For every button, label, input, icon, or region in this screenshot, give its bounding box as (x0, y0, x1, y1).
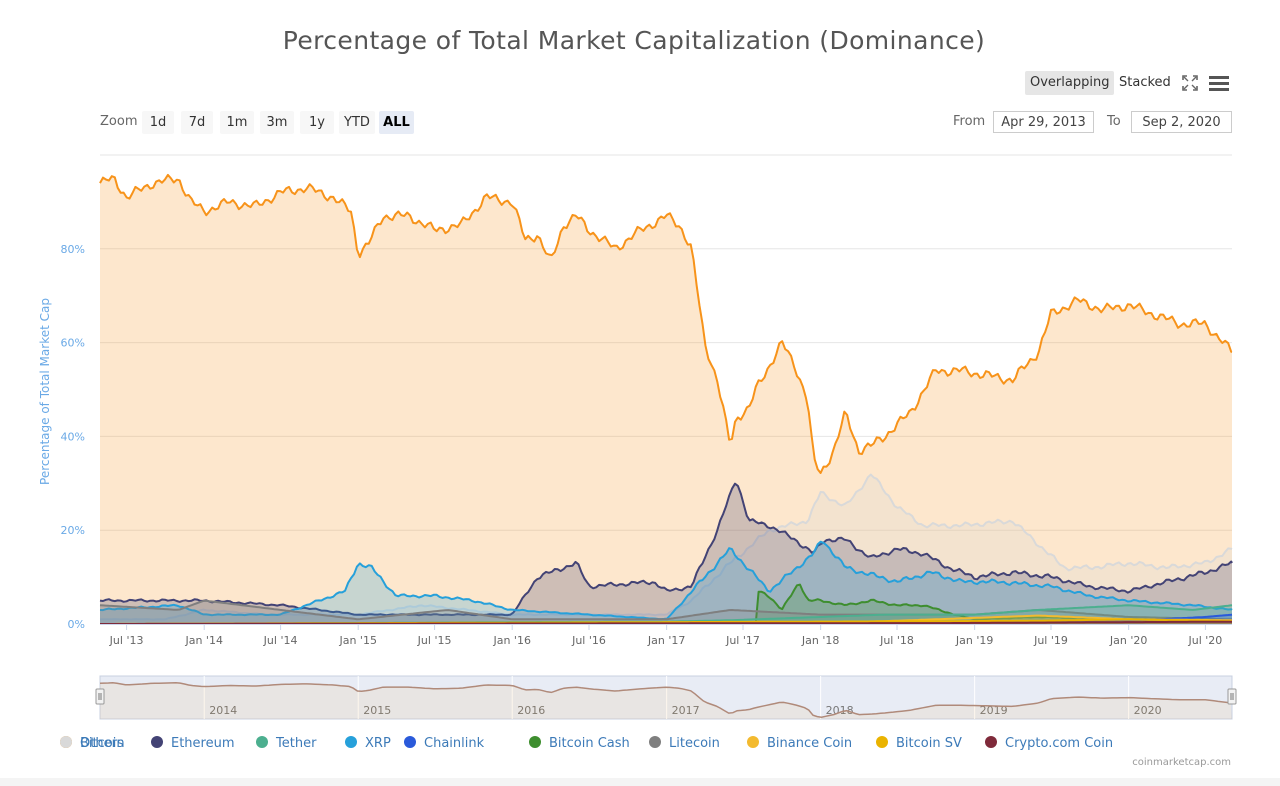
x-tick-label: Jan '16 (492, 634, 530, 647)
zoom-1m-button[interactable]: 1m (220, 111, 254, 134)
navigator-year-label: 2015 (363, 704, 391, 717)
navigator-year-label: 2017 (672, 704, 700, 717)
legend-item-chainlink[interactable]: Chainlink (404, 735, 484, 753)
y-tick-label: 80% (61, 243, 85, 256)
y-tick-label: 0% (68, 618, 85, 631)
legend-marker-icon (345, 736, 357, 748)
zoom-1y-button[interactable]: 1y (300, 111, 334, 134)
to-date-input[interactable]: Sep 2, 2020 (1131, 111, 1232, 133)
navigator-year-label: 2014 (209, 704, 237, 717)
navigator-line (99, 682, 1231, 718)
legend-marker-icon (60, 736, 72, 748)
x-tick-label: Jan '18 (801, 634, 839, 647)
y-tick-label: 40% (61, 430, 85, 443)
zoom-7d-button[interactable]: 7d (181, 111, 213, 134)
legend-label: Crypto.com Coin (1005, 736, 1114, 751)
legend-marker-icon (151, 736, 163, 748)
legend-item-binance-coin[interactable]: Binance Coin (747, 735, 852, 753)
x-tick-label: Jul '16 (571, 634, 606, 647)
legend-marker-icon (256, 736, 268, 748)
legend-label: Tether (276, 736, 317, 751)
x-tick-label: Jan '20 (1109, 634, 1147, 647)
legend-item-xrp[interactable]: XRP (345, 735, 391, 753)
legend-item-litecoin[interactable]: Litecoin (649, 735, 720, 753)
x-tick-label: Jul '20 (1188, 634, 1223, 647)
to-label: To (1107, 114, 1121, 129)
legend-marker-icon (649, 736, 661, 748)
legend-item-bitcoin-sv[interactable]: Bitcoin SV (876, 735, 962, 753)
series-line-others (99, 473, 1233, 621)
series-area-bitcoin (100, 174, 1232, 624)
legend-label: Bitcoin (80, 736, 125, 751)
legend-label: Chainlink (424, 736, 485, 751)
from-label: From (953, 114, 986, 129)
overlapping-button[interactable]: Overlapping (1025, 71, 1115, 95)
navigator-year-label: 2018 (826, 704, 854, 717)
legend-marker-icon (985, 736, 997, 748)
x-tick-label: Jan '17 (647, 634, 685, 647)
legend-label: Ethereum (171, 736, 235, 751)
series-line-bitcoin (99, 173, 1233, 474)
navigator-year-label: 2020 (1134, 704, 1162, 717)
legend-item-ethereum[interactable]: Ethereum (151, 735, 235, 753)
legend-item-others[interactable]: Others (60, 735, 124, 753)
navigator-year-label: 2016 (517, 704, 545, 717)
series-group (99, 173, 1233, 625)
x-tick-label: Jan '15 (338, 634, 376, 647)
navigator-handle-right[interactable] (1227, 688, 1237, 705)
chart-title: Percentage of Total Market Capitalizatio… (282, 26, 986, 55)
menu-icon[interactable] (1209, 74, 1229, 92)
legend-label: Litecoin (669, 736, 720, 751)
series-area-others (100, 474, 1232, 624)
from-date-input[interactable]: Apr 29, 2013 (993, 111, 1094, 133)
bottom-bar (0, 778, 1280, 786)
legend-marker-icon (747, 736, 759, 748)
zoom-label: Zoom (100, 114, 138, 129)
zoom-ytd-button[interactable]: YTD (339, 111, 375, 134)
x-tick-label: Jul '15 (417, 634, 452, 647)
navigator-year-label: 2019 (980, 704, 1008, 717)
legend-label: Bitcoin Cash (549, 736, 630, 751)
series-line-crypto-com-coin (100, 620, 1233, 625)
x-tick-label: Jul '13 (109, 634, 144, 647)
x-tick-label: Jul '17 (725, 634, 760, 647)
legend-marker-icon (404, 736, 416, 748)
legend-label: Binance Coin (767, 736, 853, 751)
x-tick-label: Jul '14 (263, 634, 298, 647)
y-tick-label: 60% (61, 337, 85, 350)
x-tick-label: Jul '18 (879, 634, 914, 647)
zoom-all-button[interactable]: ALL (379, 111, 414, 134)
legend-label: Bitcoin SV (896, 736, 962, 751)
series-line-ethereum (99, 482, 1233, 617)
legend-item-crypto-com-coin[interactable]: Crypto.com Coin (985, 735, 1113, 753)
navigator-area (100, 682, 1232, 719)
series-area-xrp (100, 541, 1232, 624)
legend-label: Others (80, 736, 124, 751)
navigator-handle-left[interactable] (95, 688, 105, 705)
zoom-3m-button[interactable]: 3m (260, 111, 294, 134)
stacked-button[interactable]: Stacked (1119, 75, 1171, 90)
x-tick-label: Jul '19 (1033, 634, 1068, 647)
legend-marker-icon (529, 736, 541, 748)
fullscreen-icon[interactable] (1181, 74, 1199, 92)
legend-item-tether[interactable]: Tether (256, 735, 316, 753)
credits-link[interactable]: coinmarketcap.com (1132, 757, 1231, 768)
legend-label: XRP (365, 736, 391, 751)
x-tick-label: Jan '19 (955, 634, 993, 647)
legend-marker-icon (876, 736, 888, 748)
y-tick-label: 20% (61, 524, 85, 537)
legend-item-bitcoin-cash[interactable]: Bitcoin Cash (529, 735, 630, 753)
zoom-1d-button[interactable]: 1d (142, 111, 174, 134)
series-area-ethereum (100, 483, 1232, 624)
y-axis-title: Percentage of Total Market Cap (38, 298, 52, 485)
x-tick-label: Jan '14 (184, 634, 222, 647)
